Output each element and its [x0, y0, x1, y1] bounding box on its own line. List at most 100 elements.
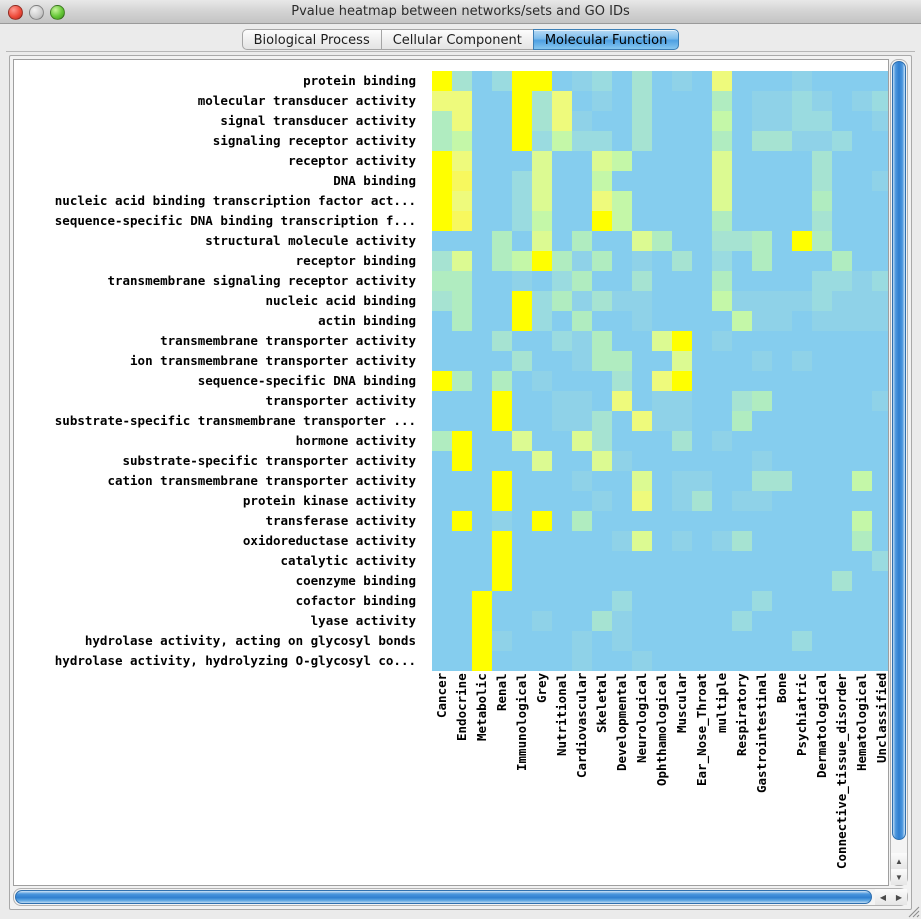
heatmap-cell[interactable]: [512, 271, 532, 291]
heatmap-cell[interactable]: [572, 151, 592, 171]
heatmap-cell[interactable]: [672, 451, 692, 471]
heatmap-cell[interactable]: [612, 351, 632, 371]
heatmap-cell[interactable]: [672, 71, 692, 91]
scroll-left-icon[interactable]: ◀: [875, 889, 891, 905]
heatmap-cell[interactable]: [432, 591, 452, 611]
heatmap-cell[interactable]: [552, 591, 572, 611]
heatmap-cell[interactable]: [872, 371, 888, 391]
heatmap-cell[interactable]: [692, 551, 712, 571]
heatmap-cell[interactable]: [612, 411, 632, 431]
heatmap-cell[interactable]: [872, 191, 888, 211]
heatmap-cell[interactable]: [632, 151, 652, 171]
heatmap-cell[interactable]: [452, 531, 472, 551]
heatmap-cell[interactable]: [532, 271, 552, 291]
heatmap-cell[interactable]: [592, 371, 612, 391]
heatmap-cell[interactable]: [512, 311, 532, 331]
heatmap-cell[interactable]: [812, 511, 832, 531]
heatmap-cell[interactable]: [612, 431, 632, 451]
heatmap-cell[interactable]: [432, 71, 452, 91]
heatmap-cell[interactable]: [732, 91, 752, 111]
heatmap-cell[interactable]: [512, 211, 532, 231]
heatmap-cell[interactable]: [672, 411, 692, 431]
heatmap-cell[interactable]: [632, 331, 652, 351]
heatmap-cell[interactable]: [812, 551, 832, 571]
heatmap-cell[interactable]: [752, 291, 772, 311]
heatmap-cell[interactable]: [872, 271, 888, 291]
heatmap-cell[interactable]: [772, 411, 792, 431]
heatmap-cell[interactable]: [772, 511, 792, 531]
heatmap-cell[interactable]: [752, 371, 772, 391]
heatmap-cell[interactable]: [672, 611, 692, 631]
heatmap-cell[interactable]: [552, 131, 572, 151]
heatmap-cell[interactable]: [872, 491, 888, 511]
heatmap-cell[interactable]: [432, 371, 452, 391]
heatmap-cell[interactable]: [752, 551, 772, 571]
heatmap-cell[interactable]: [492, 231, 512, 251]
heatmap-cell[interactable]: [832, 311, 852, 331]
heatmap-cell[interactable]: [512, 451, 532, 471]
heatmap-viewport[interactable]: protein binding molecular transducer acti…: [13, 59, 889, 886]
heatmap-cell[interactable]: [752, 411, 772, 431]
heatmap-cell[interactable]: [692, 511, 712, 531]
heatmap-cell[interactable]: [552, 211, 572, 231]
heatmap-cell[interactable]: [872, 391, 888, 411]
heatmap-cell[interactable]: [692, 591, 712, 611]
heatmap-cell[interactable]: [632, 551, 652, 571]
heatmap-cell[interactable]: [712, 331, 732, 351]
heatmap-cell[interactable]: [732, 571, 752, 591]
heatmap-cell[interactable]: [592, 231, 612, 251]
heatmap-cell[interactable]: [812, 91, 832, 111]
heatmap-cell[interactable]: [632, 111, 652, 131]
heatmap-cell[interactable]: [752, 111, 772, 131]
heatmap-cell[interactable]: [672, 491, 692, 511]
heatmap-cell[interactable]: [712, 451, 732, 471]
heatmap-cell[interactable]: [772, 91, 792, 111]
heatmap-cell[interactable]: [732, 391, 752, 411]
heatmap-cell[interactable]: [632, 591, 652, 611]
heatmap-cell[interactable]: [732, 431, 752, 451]
heatmap-cell[interactable]: [672, 591, 692, 611]
heatmap-cell[interactable]: [872, 211, 888, 231]
heatmap-cell[interactable]: [612, 131, 632, 151]
heatmap-cell[interactable]: [592, 511, 612, 531]
heatmap-cell[interactable]: [432, 511, 452, 531]
heatmap-cell[interactable]: [672, 571, 692, 591]
heatmap-cell[interactable]: [772, 491, 792, 511]
heatmap-cell[interactable]: [832, 371, 852, 391]
heatmap-cell[interactable]: [792, 571, 812, 591]
heatmap-cell[interactable]: [852, 571, 872, 591]
heatmap-cell[interactable]: [672, 211, 692, 231]
heatmap-cell[interactable]: [652, 371, 672, 391]
heatmap-cell[interactable]: [432, 91, 452, 111]
heatmap-cell[interactable]: [472, 251, 492, 271]
heatmap-cell[interactable]: [692, 171, 712, 191]
heatmap-cell[interactable]: [792, 211, 812, 231]
minimize-button[interactable]: [29, 5, 44, 20]
vertical-scroll-thumb[interactable]: [892, 61, 906, 840]
heatmap-cell[interactable]: [792, 351, 812, 371]
heatmap-cell[interactable]: [612, 511, 632, 531]
heatmap-cell[interactable]: [732, 251, 752, 271]
heatmap-cell[interactable]: [592, 111, 612, 131]
heatmap-cell[interactable]: [812, 611, 832, 631]
heatmap-cell[interactable]: [572, 491, 592, 511]
heatmap-cell[interactable]: [872, 631, 888, 651]
heatmap-cell[interactable]: [772, 371, 792, 391]
heatmap-cell[interactable]: [572, 291, 592, 311]
heatmap-cell[interactable]: [492, 631, 512, 651]
heatmap-cell[interactable]: [852, 111, 872, 131]
heatmap-cell[interactable]: [732, 491, 752, 511]
heatmap-cell[interactable]: [432, 131, 452, 151]
heatmap-cell[interactable]: [852, 91, 872, 111]
heatmap-cell[interactable]: [712, 591, 732, 611]
heatmap-cell[interactable]: [632, 391, 652, 411]
heatmap-cell[interactable]: [852, 131, 872, 151]
heatmap-cell[interactable]: [772, 591, 792, 611]
heatmap-cell[interactable]: [772, 131, 792, 151]
heatmap-cell[interactable]: [772, 271, 792, 291]
heatmap-cell[interactable]: [432, 271, 452, 291]
heatmap-cell[interactable]: [812, 571, 832, 591]
heatmap-cell[interactable]: [572, 411, 592, 431]
heatmap-cell[interactable]: [712, 611, 732, 631]
heatmap-cell[interactable]: [632, 531, 652, 551]
